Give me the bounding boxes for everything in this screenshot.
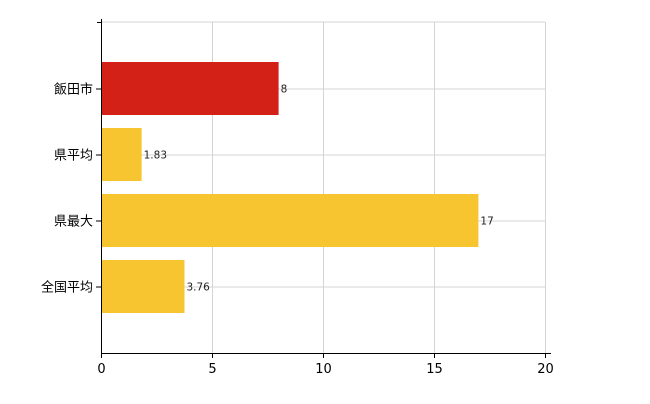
y-tick-label: 飯田市 [54, 82, 93, 98]
bars [101, 62, 479, 313]
bar-4 [101, 260, 185, 313]
y-tick-label: 県最大 [54, 215, 93, 230]
x-tick-label: 5 [208, 362, 216, 377]
y-tick-label: 県平均 [54, 149, 93, 164]
bar-1 [101, 62, 279, 115]
x-tick-label: 10 [315, 362, 332, 377]
data-label: 17 [480, 216, 493, 228]
bar-3 [101, 194, 479, 247]
x-tick-label: 20 [537, 362, 554, 377]
data-label: 3.76 [186, 282, 210, 294]
bar-2 [101, 128, 142, 181]
y-tick-label: 全国平均 [41, 280, 93, 296]
data-label: 1.83 [144, 150, 167, 162]
data-label: 8 [281, 84, 288, 96]
x-tick-label: 15 [426, 362, 443, 377]
x-tick-label: 0 [97, 362, 105, 377]
axes [96, 19, 551, 358]
